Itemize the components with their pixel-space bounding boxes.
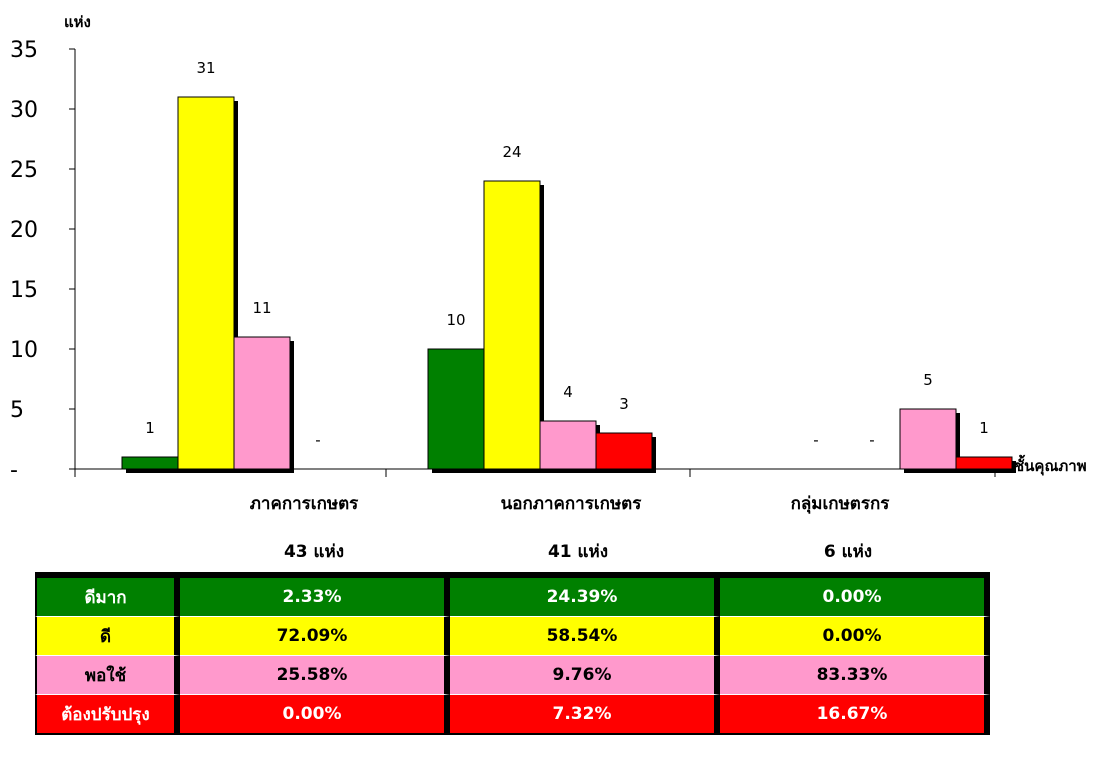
data-label-needs-improvement: - [315, 431, 320, 449]
category-count: 6 แห่ง [824, 542, 872, 562]
data-label-good: 31 [196, 59, 215, 77]
data-label-needs-improvement: 3 [619, 395, 629, 413]
data-label-very-good: 10 [446, 311, 465, 329]
cell-very-good-agriculture: 2.33% [180, 572, 450, 617]
category-label: นอกภาคการเกษตร [501, 494, 643, 514]
table-row-fair: พอใช้ 25.58% 9.76% 83.33% [35, 656, 990, 695]
data-label-good: - [869, 431, 874, 449]
cell-needs-improvement-farmer-group: 16.67% [720, 695, 990, 735]
bar-fair [899, 408, 957, 470]
y-tick-label: 35 [10, 38, 38, 63]
data-label-fair: 11 [252, 299, 271, 317]
category-label: กลุ่มเกษตรกร [791, 494, 891, 514]
cell-very-good-farmer-group: 0.00% [720, 572, 990, 617]
cell-needs-improvement-non-agriculture: 7.32% [450, 695, 720, 735]
y-tick-label: 10 [10, 338, 38, 363]
bar-good [483, 180, 541, 470]
table-row-needs-improvement: ต้องปรับปรุง 0.00% 7.32% 16.67% [35, 695, 990, 735]
bar-fair [539, 420, 597, 470]
data-label-very-good: 1 [145, 419, 155, 437]
cell-good-agriculture: 72.09% [180, 617, 450, 656]
cell-fair-agriculture: 25.58% [180, 656, 450, 695]
x-axis-title: ชั้นคุณภาพ [1014, 454, 1087, 476]
table-row-good: ดี 72.09% 58.54% 0.00% [35, 617, 990, 656]
cell-good-non-agriculture: 58.54% [450, 617, 720, 656]
cell-fair-farmer-group: 83.33% [720, 656, 990, 695]
cell-fair-non-agriculture: 9.76% [450, 656, 720, 695]
y-axis-unit-label: แห่ง [64, 13, 91, 31]
data-label-fair: 4 [563, 383, 573, 401]
cell-very-good-non-agriculture: 24.39% [450, 572, 720, 617]
data-label-good: 24 [502, 143, 521, 161]
bar-fair [233, 336, 291, 470]
data-label-fair: 5 [923, 371, 933, 389]
category-count: 43 แห่ง [284, 542, 344, 562]
y-tick-label: 30 [10, 98, 38, 123]
cell-good-farmer-group: 0.00% [720, 617, 990, 656]
y-tick-label: 15 [10, 278, 38, 303]
data-label-very-good: - [813, 431, 818, 449]
row-label-good: ดี [35, 617, 180, 656]
table-row-very-good: ดีมาก 2.33% 24.39% 0.00% [35, 572, 990, 617]
y-tick-label: 5 [10, 398, 24, 423]
row-label-fair: พอใช้ [35, 656, 180, 695]
y-tick-label: 25 [10, 158, 38, 183]
bar-chart: -5101520253035แห่งชั้นคุณภาพ110-3124-114… [10, 13, 1087, 562]
bar-needs-improvement [955, 456, 1013, 470]
bar-good [177, 96, 235, 470]
percentage-table: ดีมาก 2.33% 24.39% 0.00% ดี 72.09% 58.54… [35, 572, 990, 735]
row-label-needs-improvement: ต้องปรับปรุง [35, 695, 180, 735]
category-label: ภาคการเกษตร [250, 494, 359, 514]
data-label-needs-improvement: 1 [979, 419, 989, 437]
bar-very-good [427, 348, 485, 470]
y-tick-label: 20 [10, 218, 38, 243]
bar-very-good [121, 456, 179, 470]
y-tick-label: - [10, 458, 18, 483]
row-label-very-good: ดีมาก [35, 572, 180, 617]
cell-needs-improvement-agriculture: 0.00% [180, 695, 450, 735]
category-count: 41 แห่ง [548, 542, 608, 562]
bar-needs-improvement [595, 432, 653, 470]
